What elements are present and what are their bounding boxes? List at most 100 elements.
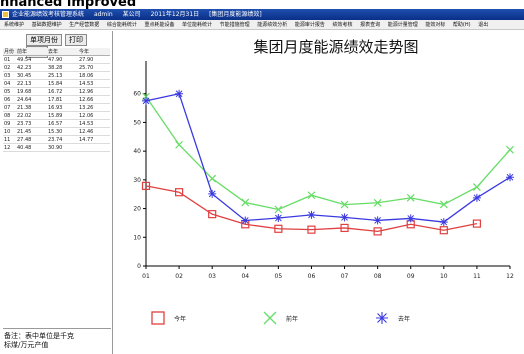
grid-cell: 06 [4,97,11,103]
x-tick-label: 06 [308,273,316,280]
table-row[interactable]: 02 42.23 38.28 25.70 [3,64,110,72]
menu-item[interactable]: 基础数据维护 [31,22,62,28]
grid-cell: 14.53 [79,121,94,127]
grid-cell: 25.70 [79,65,94,71]
title-segment: 2011年12月31日 [150,11,200,18]
grid-cell: 27.90 [79,57,94,63]
grid-header-cell: 今年 [79,49,90,55]
menu-item[interactable]: 节能措施管理 [219,22,250,28]
menu-item[interactable]: 能效对标 [425,22,446,28]
x-tick-label: 10 [440,273,448,280]
grid-cell: 07 [4,105,11,111]
data-point [241,198,250,207]
menu-item[interactable]: 绩效考核 [332,22,353,28]
grid-cell: 49.54 [17,57,32,63]
banner-text: nhanced improved [0,0,137,9]
x-tick-label: 09 [407,273,415,280]
data-point [175,140,184,149]
y-tick-label: 30 [133,177,141,184]
grid-cell: 12.66 [79,97,94,103]
table-row[interactable]: 04 22.13 15.84 14.53 [3,80,110,88]
menu-item[interactable]: 退出 [478,22,489,28]
grid-cell: 19.68 [17,89,32,95]
y-tick-label: 20 [133,206,141,213]
y-tick-label: 60 [133,91,141,98]
grid-cell: 03 [4,73,11,79]
table-row[interactable]: 05 19.68 16.72 12.96 [3,88,110,96]
grid-cell: 12.06 [79,113,94,119]
y-tick-label: 10 [133,234,141,241]
data-point [274,205,283,214]
table-row[interactable]: 08 22.02 15.89 12.06 [3,112,110,120]
grid-cell: 01 [4,57,11,63]
grid-cell: 16.72 [48,89,63,95]
table-row[interactable]: 12 40.48 30.90 [3,144,110,152]
menu-item[interactable]: 能源审计报告 [294,22,325,28]
menu-item[interactable]: 能源绩效分析 [257,22,288,28]
data-point [208,174,217,183]
print-button[interactable]: 打印 [65,34,87,46]
x-tick-label: 07 [341,273,349,280]
x-tick-label: 05 [275,273,283,280]
data-point [175,89,184,98]
table-row[interactable]: 03 30.45 25.13 18.06 [3,72,110,80]
grid-cell: 08 [4,113,11,119]
menu-item[interactable]: 综合能耗统计 [106,22,137,28]
data-point [274,213,283,222]
grid-cell: 16.93 [48,105,63,111]
grid-cell: 15.89 [48,113,63,119]
data-point [307,191,316,200]
grid-cell: 15.30 [48,129,63,135]
data-point [439,200,448,209]
title-segment: 企业能源绩效考核管理系统 [12,11,85,18]
series-line [145,92,511,223]
data-point [241,216,250,225]
x-tick-label: 02 [175,273,183,280]
legend-label: 前年 [286,315,298,323]
x-tick-label: 12 [506,273,514,280]
chart-title: 集团月度能源绩效走势图 [253,38,418,56]
data-point [307,225,316,234]
legend-label: 今年 [174,315,186,323]
grid-cell: 17.81 [48,97,63,103]
menu-item[interactable]: 重点耗能设备 [144,22,175,28]
grid-header-row: 月份 前年 去年 今年 [3,48,110,56]
grid-cell: 12.96 [79,89,94,95]
table-row[interactable]: 07 21.38 16.93 13.26 [3,104,110,112]
data-point [373,227,382,236]
table-row[interactable]: 09 23.73 16.57 14.53 [3,120,110,128]
data-point [307,210,316,219]
grid-cell: 25.13 [48,73,63,79]
table-row[interactable]: 06 24.64 17.81 12.66 [3,96,110,104]
data-point [208,189,217,198]
x-tick-label: 04 [241,273,249,280]
menu-item[interactable]: 能源计量管理 [387,22,418,28]
x-tick-label: 01 [142,273,150,280]
title-segment: [集团月度能源绩效] [209,11,262,18]
menu-item[interactable]: 帮助(H) [452,22,471,28]
grid-cell: 10 [4,129,11,135]
data-point [406,193,415,202]
data-point [439,226,448,235]
note-line: 标煤/万元产值 [4,341,49,349]
unit-note: 备注：表中单位是千克 标煤/万元产值 [3,328,111,354]
table-row[interactable]: 11 27.48 23.74 14.77 [3,136,110,144]
grid-cell: 38.28 [48,65,63,71]
menu-item[interactable]: 生产经营数据 [69,22,100,28]
menu-item[interactable]: 系统维护 [4,22,25,28]
single-month-button[interactable]: 单项月份 [26,34,62,46]
data-point [439,218,448,227]
grid-cell: 42.23 [17,65,32,71]
menu-item[interactable]: 报表查询 [360,22,381,28]
data-point [208,210,217,219]
series-line [145,96,511,211]
table-row[interactable]: 01 49.54 47.90 27.90 [3,56,110,64]
data-point [174,188,184,197]
menu-item[interactable]: 单位能耗统计 [182,22,213,28]
grid-cell: 05 [4,89,11,95]
grid-cell: 30.90 [48,145,63,151]
table-row[interactable]: 10 21.45 15.30 12.46 [3,128,110,136]
x-tick-label: 08 [374,273,382,280]
grid-cell: 23.74 [48,137,63,143]
chart-area: 集团月度能源绩效走势图 0 10 20 30 40 50 60 01 02 03 04 05 06 07 08… [114,31,524,354]
